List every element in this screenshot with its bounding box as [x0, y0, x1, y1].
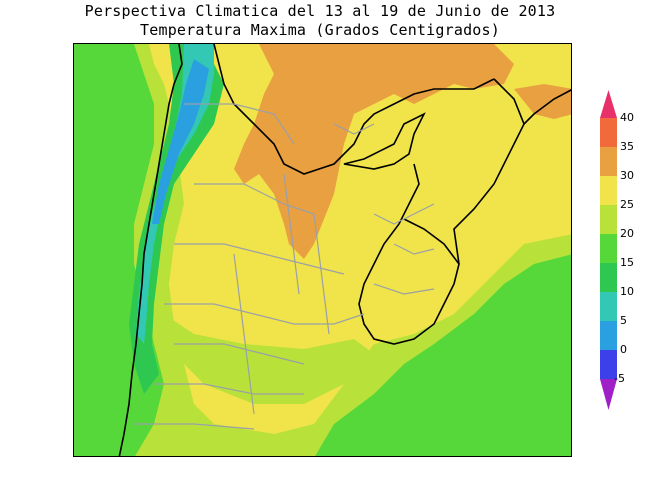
legend-tick-label: 25 — [620, 198, 634, 211]
legend-band-0-5 — [600, 321, 617, 350]
legend-band-15-20 — [600, 234, 617, 263]
legend-tick-label: 5 — [620, 314, 627, 327]
band-30-35-east — [514, 84, 571, 119]
map-title: Perspectiva Climatica del 13 al 19 de Ju… — [60, 2, 580, 40]
band-30-35-north — [234, 44, 514, 259]
legend-tick-label: 15 — [620, 256, 634, 269]
title-line-1: Perspectiva Climatica del 13 al 19 de Ju… — [84, 2, 556, 20]
legend-band-10-15 — [600, 263, 617, 292]
legend-band-20-25 — [600, 205, 617, 234]
legend-max-arrow — [600, 90, 617, 118]
legend-tick-label: 40 — [620, 111, 634, 124]
band-0-5 — [152, 59, 209, 224]
legend-min-arrow — [600, 379, 617, 410]
band-10-15 — [129, 44, 224, 394]
band-20-25-central — [164, 314, 374, 404]
color-legend-bar — [600, 90, 617, 410]
legend-band-30-35 — [600, 147, 617, 176]
legend-tick-label: -5 — [614, 372, 625, 385]
legend-tick-label: 20 — [620, 227, 634, 240]
country-borders — [118, 44, 571, 456]
province-borders — [134, 103, 435, 430]
legend-band-35-40 — [600, 118, 617, 147]
legend-tick-label: 30 — [620, 169, 634, 182]
title-line-2: Temperatura Maxima (Grados Centigrados) — [140, 21, 500, 39]
legend-tick-label: 0 — [620, 343, 627, 356]
temperature-map — [73, 43, 572, 457]
legend-band-25-30 — [600, 176, 617, 205]
legend-band-5-10 — [600, 292, 617, 321]
band-15-20-south — [315, 254, 571, 456]
legend-tick-label: 35 — [620, 140, 634, 153]
map-canvas — [74, 44, 571, 456]
legend-band-below-0 — [600, 350, 617, 379]
legend-tick-label: 10 — [620, 285, 634, 298]
